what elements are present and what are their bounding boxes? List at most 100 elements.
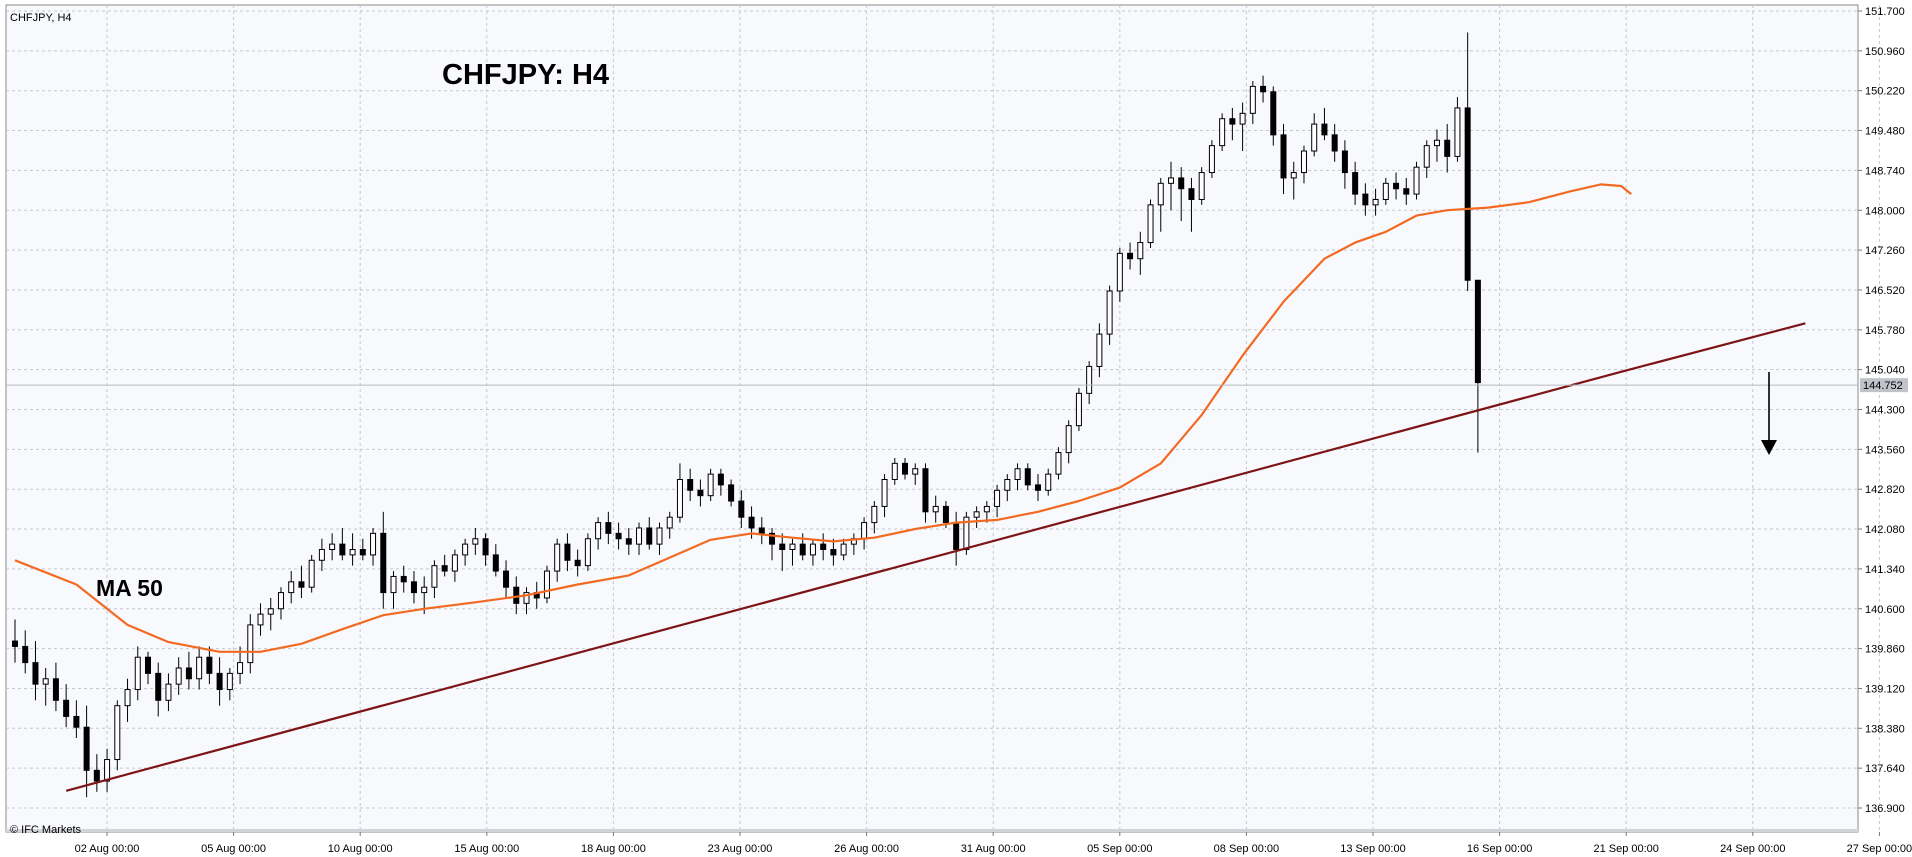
candle [482,533,489,566]
candle-body-down [717,473,724,486]
candle-body-up [1413,166,1420,195]
candle-body-up [308,559,315,588]
candle [134,646,141,701]
candle-body-up [1249,85,1256,114]
candle [564,533,571,572]
candle [758,517,765,545]
candle-body-up [114,705,121,761]
candle [247,614,254,674]
candle-body-up [1137,242,1144,260]
candle-body-down [1321,123,1328,136]
candle-body-up [994,489,1001,507]
candle [1280,124,1287,195]
candle [1474,279,1481,453]
candle-body-up [390,575,397,594]
candle [1270,86,1277,146]
candle [329,533,336,561]
candle [1004,474,1011,502]
candle-body-down [1331,134,1338,152]
candle [1219,113,1226,152]
candle [42,667,49,706]
candle-body-down [1403,188,1410,195]
candle [1045,468,1052,496]
candle [1167,161,1174,211]
candle [584,533,591,572]
candle [574,549,581,577]
symbol-label: CHFJPY, H4 [10,12,72,24]
candle [431,560,438,598]
candle [73,700,80,738]
candle-body-down [482,538,489,556]
candle-body-up [124,689,131,707]
candle [226,667,233,701]
candle [104,748,111,792]
candle [1433,129,1440,162]
candle [492,544,499,577]
y-tick-label: 144.300 [1865,405,1905,417]
candle [93,754,100,792]
candle-body-up [636,527,643,545]
candle-body-down [155,672,162,701]
candle [1024,463,1031,491]
candle-body-down [1035,484,1041,491]
candle [605,511,612,545]
candle-body-up [871,505,878,524]
x-tick-label: 13 Sep 00:00 [1340,843,1405,855]
candle-body-down [73,715,80,728]
candle-body-down [1229,118,1236,125]
x-tick-label: 08 Sep 00:00 [1214,843,1279,855]
candle-body-down [63,699,70,717]
candle-body-down [12,640,18,647]
candle [891,457,898,485]
candle [554,538,561,582]
copyright-label: © IFC Markets [10,824,82,836]
candle [687,468,694,502]
candle-body-down [503,570,510,588]
x-tick-label: 02 Aug 00:00 [75,843,140,855]
y-tick-label: 142.080 [1865,524,1905,536]
candle-body-down [922,468,929,513]
candle-body-up [175,667,182,685]
candle-body-down [206,656,213,674]
candle [1393,172,1400,200]
candle-body-down [1474,279,1481,384]
candle [349,533,356,566]
candle-body-up [42,678,49,685]
candle-body-up [809,543,816,556]
y-tick-label: 141.340 [1865,564,1905,576]
candle-body-down [799,543,806,556]
candle-body-down [779,543,786,551]
y-tick-label: 146.520 [1865,285,1905,297]
candle-body-up [257,613,264,626]
candle [1147,199,1154,248]
candle [52,662,59,712]
candle-body-up [523,592,530,604]
candle [267,597,274,631]
candle-body-up [881,479,888,507]
candle [410,571,417,604]
time-scroll-band [6,829,1858,832]
candle [22,630,29,674]
candle [390,571,397,609]
candle [625,527,632,555]
candle-body-up [247,624,254,664]
candle [983,501,990,523]
candle [114,700,121,771]
candle-body-down [1178,177,1185,190]
candle [257,603,264,636]
candle-body-up [288,581,295,594]
candle [1055,447,1062,480]
candle-body-down [748,516,755,529]
candle-body-down [144,656,151,674]
x-tick-label: 18 Aug 00:00 [581,843,646,855]
candle-body-down [646,527,653,545]
candle-body-down [574,559,581,567]
candle [728,479,735,507]
support-trendline [65,322,1806,792]
candle-body-down [728,484,735,502]
candle-body-down [410,581,417,594]
candle-body-up [1208,145,1215,174]
current-price-label: 144.752 [1863,380,1903,392]
candle [462,538,469,566]
